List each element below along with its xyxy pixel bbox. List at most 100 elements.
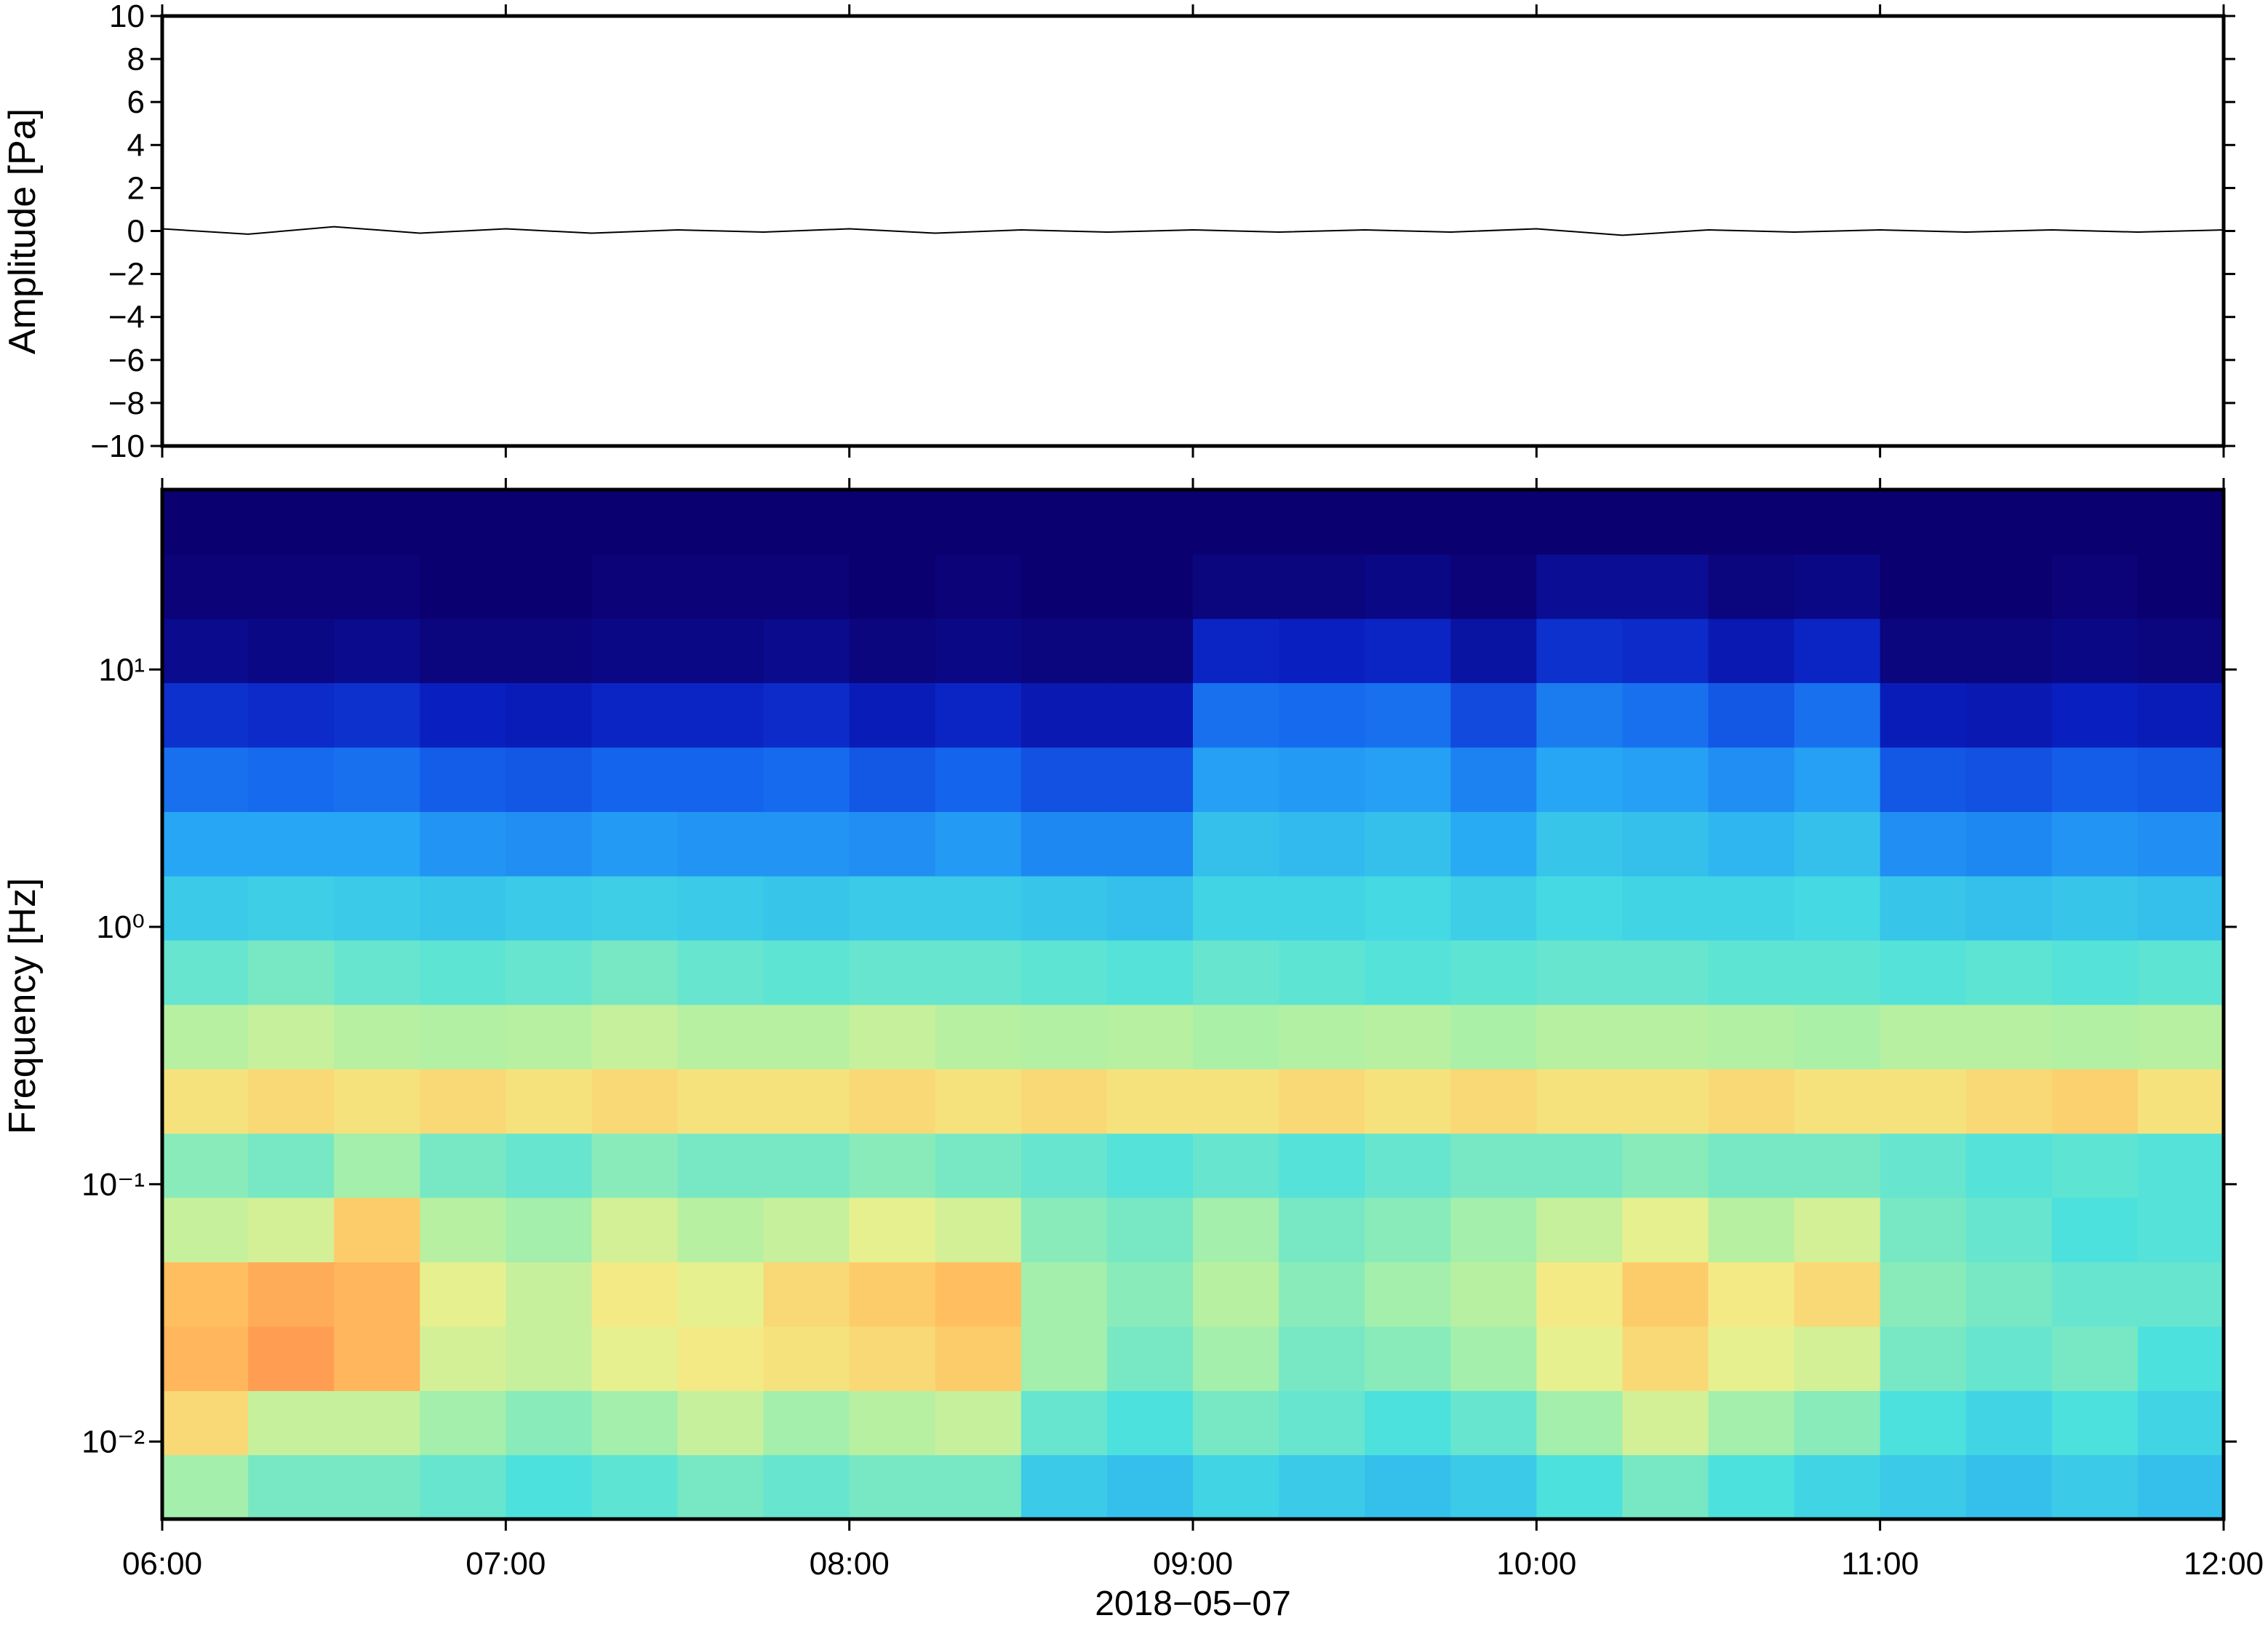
heat-cell bbox=[334, 554, 421, 619]
heat-cell bbox=[1965, 618, 2053, 683]
heat-cell bbox=[2137, 1390, 2224, 1456]
heat-cell bbox=[162, 1326, 249, 1392]
heat-cell bbox=[1708, 682, 1795, 748]
heat-cell bbox=[1708, 1004, 1795, 1069]
heat-cell bbox=[677, 875, 764, 941]
heat-cell bbox=[1880, 618, 1967, 683]
heat-cell bbox=[1450, 939, 1538, 1005]
heat-cell bbox=[506, 1326, 593, 1392]
y-tick-label: 4 bbox=[127, 127, 145, 163]
heat-cell bbox=[1622, 875, 1709, 941]
y-axis-label: Frequency [Hz] bbox=[1, 878, 44, 1135]
heat-cell bbox=[334, 1197, 421, 1263]
heat-cell bbox=[1622, 1133, 1709, 1198]
x-tick-label: 07:00 bbox=[466, 1546, 546, 1582]
heat-cell bbox=[849, 1390, 936, 1456]
heat-cell bbox=[2137, 1004, 2224, 1069]
heat-cell bbox=[162, 554, 249, 619]
heat-cell bbox=[849, 1326, 936, 1392]
heat-cell bbox=[1450, 811, 1538, 877]
heat-cell bbox=[1708, 554, 1795, 619]
heat-cell bbox=[1965, 811, 2053, 877]
heat-cell bbox=[763, 1326, 850, 1392]
heat-cell bbox=[763, 554, 850, 619]
heat-cell bbox=[1365, 1454, 1452, 1520]
heat-cell bbox=[1965, 1004, 2053, 1069]
heat-cell bbox=[849, 1262, 936, 1327]
heat-cell bbox=[2051, 490, 2139, 555]
heat-cell bbox=[1536, 1004, 1624, 1069]
heat-cell bbox=[162, 490, 249, 555]
x-tick-label: 12:00 bbox=[2184, 1546, 2264, 1582]
heat-cell bbox=[2051, 875, 2139, 941]
heat-cell bbox=[1965, 682, 2053, 748]
heat-cell bbox=[763, 618, 850, 683]
heat-cell bbox=[1021, 1262, 1108, 1327]
heat-cell bbox=[1794, 939, 1881, 1005]
heat-cell bbox=[1794, 875, 1881, 941]
heat-cell bbox=[334, 1262, 421, 1327]
heat-cell bbox=[420, 1454, 507, 1520]
heat-cell bbox=[420, 746, 507, 813]
y-tick-label: 6 bbox=[127, 84, 145, 120]
heat-cell bbox=[1106, 682, 1194, 748]
heat-cell bbox=[1708, 618, 1795, 683]
heat-cell bbox=[677, 1004, 764, 1069]
heat-cell bbox=[1193, 1133, 1279, 1198]
heat-cell bbox=[1965, 875, 2053, 941]
heat-cell bbox=[1622, 490, 1709, 555]
heat-cell bbox=[1021, 1133, 1108, 1198]
heat-cell bbox=[506, 1069, 593, 1134]
heat-cell bbox=[849, 746, 936, 813]
heat-cell bbox=[591, 1197, 679, 1263]
heat-cell bbox=[935, 618, 1022, 683]
heat-cell bbox=[1279, 1069, 1365, 1134]
heat-cell bbox=[1794, 554, 1881, 619]
heat-cell bbox=[935, 875, 1022, 941]
heat-cell bbox=[1708, 939, 1795, 1005]
heat-cell bbox=[935, 939, 1022, 1005]
heat-cell bbox=[763, 1004, 850, 1069]
heat-cell bbox=[1965, 1326, 2053, 1392]
heat-cell bbox=[1536, 1262, 1624, 1327]
heat-cell bbox=[1536, 490, 1624, 555]
heat-cell bbox=[420, 490, 507, 555]
heat-cell bbox=[162, 875, 249, 941]
heat-cell bbox=[849, 811, 936, 877]
heat-cell bbox=[2137, 490, 2224, 555]
heat-cell bbox=[2137, 939, 2224, 1005]
heat-cell bbox=[1021, 811, 1108, 877]
heat-cell bbox=[677, 1069, 764, 1134]
heat-cell bbox=[1279, 1326, 1365, 1392]
heat-cell bbox=[1279, 682, 1365, 748]
heat-cell bbox=[1365, 1004, 1452, 1069]
x-tick-label: 09:00 bbox=[1153, 1546, 1233, 1582]
heat-cell bbox=[1365, 1390, 1452, 1456]
heat-cell bbox=[763, 939, 850, 1005]
heat-cell bbox=[1880, 1326, 1967, 1392]
heat-cell bbox=[1450, 875, 1538, 941]
heat-cell bbox=[1279, 1133, 1365, 1198]
heat-cell bbox=[935, 1197, 1022, 1263]
heat-cell bbox=[420, 682, 507, 748]
heat-cell bbox=[334, 875, 421, 941]
heat-cell bbox=[506, 490, 593, 555]
heat-cell bbox=[591, 618, 679, 683]
heat-cell bbox=[248, 1454, 335, 1520]
heat-cell bbox=[248, 811, 335, 877]
heat-cell bbox=[1880, 746, 1967, 813]
heat-cell bbox=[2051, 1069, 2139, 1134]
heat-cell bbox=[1106, 618, 1194, 683]
heat-cell bbox=[162, 1262, 249, 1327]
heat-cell bbox=[1622, 1069, 1709, 1134]
heat-cell bbox=[849, 1004, 936, 1069]
heat-cell bbox=[1622, 1197, 1709, 1263]
heat-cell bbox=[506, 1262, 593, 1327]
plot-frame bbox=[160, 487, 2226, 1521]
heat-cell bbox=[420, 618, 507, 683]
heat-cell bbox=[2137, 875, 2224, 941]
heat-cell bbox=[1021, 875, 1108, 941]
heat-cell bbox=[1450, 682, 1538, 748]
y-tick-label: −4 bbox=[108, 300, 145, 335]
heat-cell bbox=[334, 490, 421, 555]
